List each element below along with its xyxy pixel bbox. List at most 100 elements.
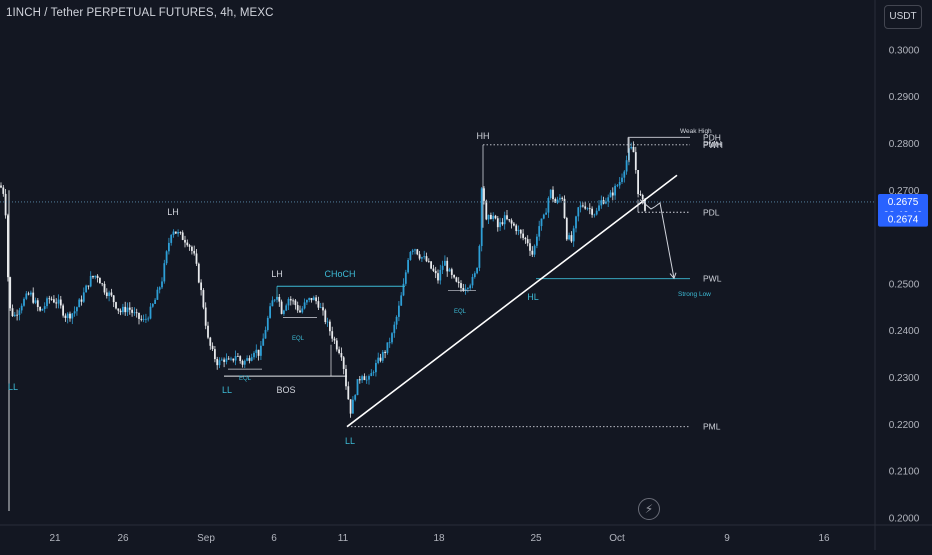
candle-body xyxy=(577,207,580,217)
candle-body xyxy=(407,259,409,273)
candle-body xyxy=(276,296,278,300)
projection-arrowhead xyxy=(669,272,677,280)
candle-body xyxy=(331,331,334,339)
candle-body xyxy=(439,269,442,281)
candle-body xyxy=(614,185,616,196)
candle-body xyxy=(519,229,522,234)
candle-body xyxy=(324,310,327,322)
bid-price-badge xyxy=(878,211,928,227)
candle-body xyxy=(315,297,317,302)
candle-body xyxy=(554,199,557,203)
candle-body xyxy=(188,245,191,247)
candle-body xyxy=(220,359,223,361)
candle-body xyxy=(149,306,152,319)
candle-body xyxy=(595,210,598,215)
x-tick-label: 21 xyxy=(49,533,61,544)
candle-body xyxy=(241,360,244,365)
candle-body xyxy=(513,223,515,226)
candle-body xyxy=(455,277,458,282)
y-tick-label: 0.2100 xyxy=(889,467,920,478)
candle-body xyxy=(11,308,14,317)
candle-body xyxy=(501,222,504,225)
candle-body xyxy=(588,208,591,210)
candle-body xyxy=(549,189,552,198)
candle-body xyxy=(584,206,587,209)
candle-body xyxy=(508,219,511,221)
candle-body xyxy=(16,314,18,316)
candle-body xyxy=(499,222,501,228)
candle-body xyxy=(78,299,81,308)
candle-body xyxy=(237,356,239,357)
ll-label: LL xyxy=(345,436,355,446)
candle-body xyxy=(492,215,495,220)
eql-label: EQL xyxy=(454,309,467,315)
candle-body xyxy=(531,250,534,255)
candle-body xyxy=(39,306,41,311)
candle-body xyxy=(600,200,603,206)
candle-body xyxy=(257,349,260,356)
candle-body xyxy=(379,357,382,361)
candle-body xyxy=(547,197,550,213)
candle-body xyxy=(140,318,143,320)
candle-body xyxy=(142,318,145,320)
candle-body xyxy=(250,357,253,361)
candle-body xyxy=(607,197,610,202)
candle-body xyxy=(260,345,262,356)
candle-body xyxy=(147,318,150,320)
candle-body xyxy=(41,309,44,311)
trendline xyxy=(346,174,678,428)
candle-body xyxy=(50,298,53,300)
candle-body xyxy=(92,275,94,278)
candle-body xyxy=(264,329,267,339)
candle-body xyxy=(476,267,478,274)
candle-body xyxy=(230,358,232,360)
candle-body xyxy=(473,273,476,277)
candle-body xyxy=(471,276,474,286)
candle-body xyxy=(126,307,129,313)
candle-body xyxy=(69,313,71,319)
candle-body xyxy=(301,308,304,313)
candle-body xyxy=(496,218,499,228)
candle-body xyxy=(119,310,122,313)
candle-body xyxy=(110,292,113,296)
candle-body xyxy=(204,307,207,326)
candle-body xyxy=(34,300,37,303)
candle-body xyxy=(618,181,621,186)
bid-price-label: 0.2674 xyxy=(888,215,919,226)
candle-body xyxy=(333,338,336,341)
candle-body xyxy=(529,243,531,251)
candle-body xyxy=(384,351,386,353)
candle-body xyxy=(0,185,2,188)
lightning-icon[interactable]: ⚡ xyxy=(638,498,660,520)
candle-body xyxy=(227,358,230,360)
x-tick-label: 6 xyxy=(271,533,277,544)
candle-body xyxy=(128,307,131,310)
candle-body xyxy=(53,299,55,303)
candle-body xyxy=(352,399,354,414)
candle-body xyxy=(460,283,462,289)
candle-body xyxy=(441,265,444,270)
candle-body xyxy=(289,299,292,301)
candle-body xyxy=(283,310,285,314)
candle-body xyxy=(593,214,596,216)
candle-body xyxy=(616,185,619,187)
candle-body xyxy=(517,229,520,232)
candle-body xyxy=(639,194,642,195)
hh-label: HH xyxy=(477,131,490,141)
candle-body xyxy=(349,399,352,414)
choch-label: CHoCH xyxy=(324,269,355,279)
candle-body xyxy=(122,306,124,313)
candle-body xyxy=(211,345,214,350)
candle-body xyxy=(269,306,271,318)
candle-body xyxy=(464,288,467,291)
candle-body xyxy=(115,302,117,309)
candle-body xyxy=(335,340,338,350)
ll-label: LL xyxy=(8,382,18,392)
currency-button[interactable]: USDT xyxy=(884,5,922,29)
pdh-label: PDH xyxy=(703,132,721,142)
candle-body xyxy=(223,359,225,362)
candle-body xyxy=(432,268,435,271)
candle-body xyxy=(598,205,600,211)
